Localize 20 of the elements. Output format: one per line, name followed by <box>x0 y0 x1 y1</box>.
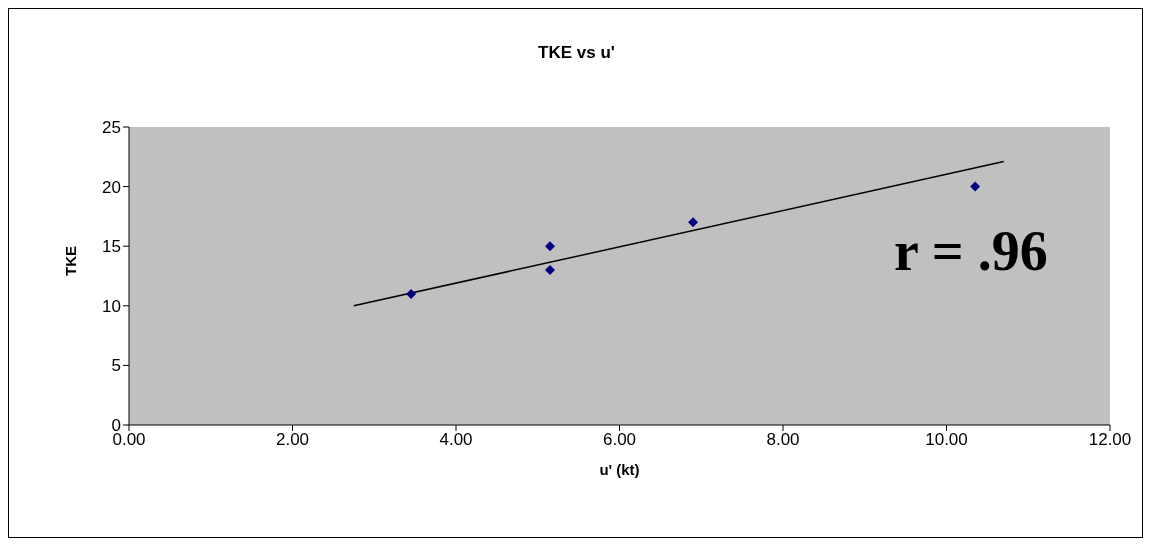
x-tick-label: 6.00 <box>602 430 637 450</box>
point <box>970 181 981 192</box>
y-tick-label: 25 <box>102 118 121 138</box>
annotation: r = .96 <box>894 219 1048 283</box>
y-tick-label: 5 <box>111 356 121 376</box>
y-tick-label: 15 <box>102 237 121 257</box>
y-tick-label: 10 <box>102 296 121 316</box>
x-tick-label: 2.00 <box>275 430 310 450</box>
x-tick-label: 4.00 <box>439 430 473 450</box>
y-axis-title: TKE <box>62 246 80 276</box>
point <box>406 288 417 299</box>
point <box>545 241 556 252</box>
y-tick-label: 20 <box>102 177 121 197</box>
point <box>545 265 556 276</box>
x-tick-label: 10.00 <box>925 430 968 450</box>
chart-title: TKE vs u' <box>537 43 616 63</box>
x-axis-title: u' (kt) <box>599 461 640 478</box>
point <box>688 217 699 228</box>
x-tick-label: 12.00 <box>1088 430 1132 450</box>
x-tick-label: 8.00 <box>766 430 800 450</box>
